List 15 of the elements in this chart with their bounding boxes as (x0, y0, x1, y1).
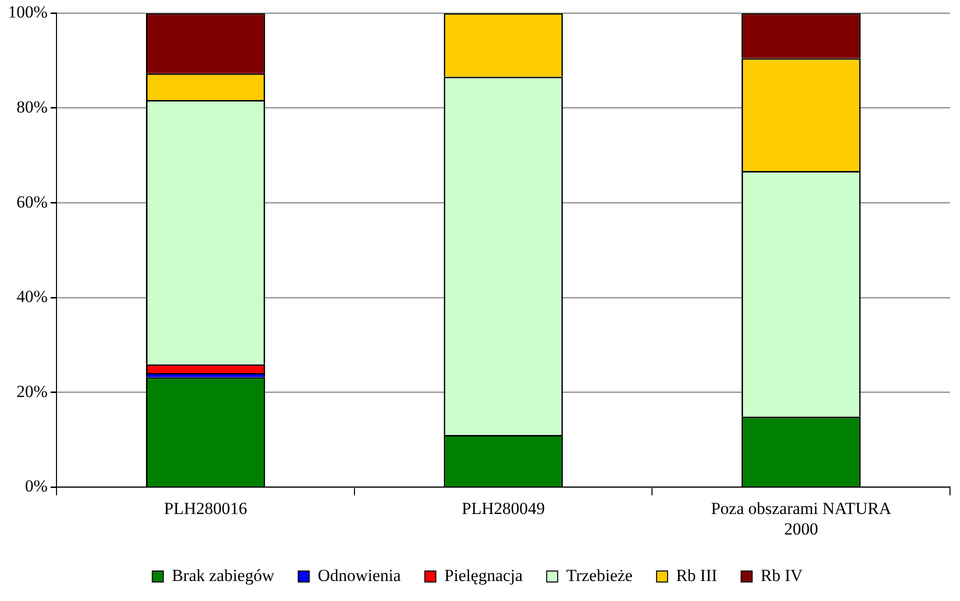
legend-label: Rb III (676, 566, 718, 585)
x-tick-label: PLH280049 (462, 498, 545, 518)
y-tick-label: 40% (16, 287, 48, 306)
legend-label: Pielęgnacja (444, 566, 524, 585)
legend-label: Odnowienia (318, 566, 402, 585)
y-tick-label: 80% (16, 97, 48, 116)
x-tick-label: PLH280016 (164, 498, 248, 518)
x-tick-label: Poza obszarami NATURA 2000 (710, 498, 892, 538)
y-tick-label: 60% (16, 192, 48, 212)
y-tick-label: 100% (8, 2, 48, 22)
y-tick-label: 20% (16, 382, 48, 401)
legend-label: Brak zabiegów (172, 566, 275, 585)
legend-label: Rb IV (760, 566, 804, 585)
y-tick-label: 0% (24, 476, 48, 496)
legend-label: Trzebieże (566, 566, 633, 585)
